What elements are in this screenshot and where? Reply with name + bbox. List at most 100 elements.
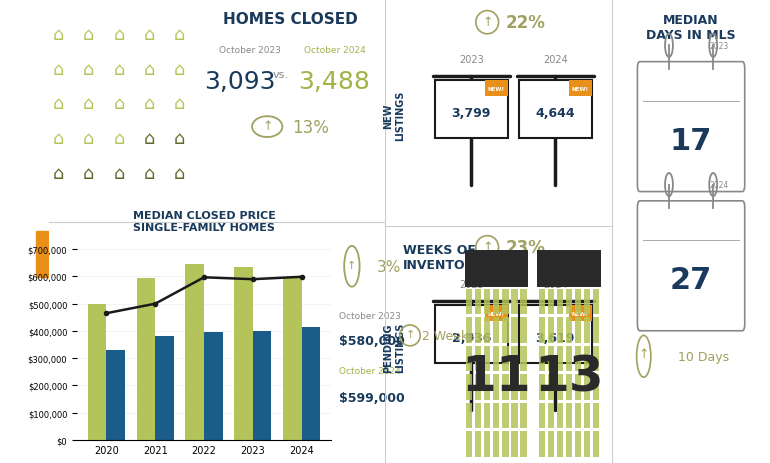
Text: 17: 17	[670, 127, 712, 156]
FancyBboxPatch shape	[547, 318, 554, 343]
FancyBboxPatch shape	[521, 403, 527, 429]
FancyBboxPatch shape	[538, 432, 545, 457]
Text: ⌂: ⌂	[144, 61, 155, 78]
FancyBboxPatch shape	[484, 403, 490, 429]
Text: OCTOBER 2023: OCTOBER 2023	[470, 266, 523, 271]
Text: ⌂: ⌂	[113, 130, 125, 148]
FancyBboxPatch shape	[484, 346, 490, 371]
FancyBboxPatch shape	[484, 318, 490, 343]
FancyBboxPatch shape	[521, 289, 527, 315]
Text: 3%: 3%	[377, 259, 401, 274]
Text: ⌂: ⌂	[53, 165, 64, 182]
FancyBboxPatch shape	[566, 289, 572, 315]
Bar	[186, 265, 204, 440]
FancyBboxPatch shape	[521, 346, 527, 371]
Text: ⌂: ⌂	[83, 130, 95, 148]
Text: ↑: ↑	[482, 240, 493, 253]
Text: ↑: ↑	[405, 330, 415, 339]
Text: E: E	[19, 216, 29, 230]
FancyBboxPatch shape	[485, 81, 507, 97]
Text: 3,619: 3,619	[536, 331, 575, 344]
Text: ⌂: ⌂	[53, 26, 64, 44]
Text: PENDING
LISTINGS: PENDING LISTINGS	[383, 322, 405, 372]
Text: ⌂: ⌂	[174, 61, 186, 78]
FancyBboxPatch shape	[484, 374, 490, 400]
FancyBboxPatch shape	[557, 318, 563, 343]
Bar	[136, 278, 156, 440]
Bar	[106, 350, 125, 440]
FancyBboxPatch shape	[521, 432, 527, 457]
Bar	[234, 267, 253, 440]
Text: NEW!: NEW!	[572, 311, 589, 316]
FancyBboxPatch shape	[493, 289, 500, 315]
FancyBboxPatch shape	[466, 289, 472, 315]
FancyBboxPatch shape	[584, 289, 591, 315]
FancyBboxPatch shape	[493, 318, 500, 343]
FancyBboxPatch shape	[557, 374, 563, 400]
FancyBboxPatch shape	[466, 403, 472, 429]
Text: ⌂: ⌂	[113, 61, 125, 78]
FancyBboxPatch shape	[502, 403, 508, 429]
Text: 22%: 22%	[506, 14, 546, 32]
Text: $599,000: $599,000	[339, 391, 404, 404]
Text: ↑: ↑	[638, 348, 649, 361]
FancyBboxPatch shape	[435, 306, 507, 363]
FancyBboxPatch shape	[511, 403, 517, 429]
FancyBboxPatch shape	[584, 403, 591, 429]
FancyBboxPatch shape	[475, 432, 481, 457]
Text: ↑: ↑	[262, 119, 273, 133]
Text: O: O	[18, 35, 30, 49]
FancyBboxPatch shape	[566, 346, 572, 371]
FancyBboxPatch shape	[466, 432, 472, 457]
FancyBboxPatch shape	[466, 346, 472, 371]
Text: October 2024: October 2024	[303, 46, 366, 55]
FancyBboxPatch shape	[584, 346, 591, 371]
FancyBboxPatch shape	[466, 318, 472, 343]
FancyBboxPatch shape	[575, 403, 581, 429]
Text: MEDIAN
DAYS IN MLS: MEDIAN DAYS IN MLS	[646, 14, 736, 42]
Text: ⌂: ⌂	[144, 130, 155, 148]
Text: ⌂: ⌂	[174, 130, 186, 148]
FancyBboxPatch shape	[593, 318, 599, 343]
FancyBboxPatch shape	[593, 374, 599, 400]
FancyBboxPatch shape	[435, 81, 507, 139]
FancyBboxPatch shape	[575, 346, 581, 371]
FancyBboxPatch shape	[575, 374, 581, 400]
Bar	[253, 331, 272, 440]
FancyBboxPatch shape	[557, 403, 563, 429]
Text: NEW!: NEW!	[488, 311, 505, 316]
Text: B: B	[19, 180, 29, 194]
FancyBboxPatch shape	[485, 306, 507, 322]
Text: ⌂: ⌂	[144, 26, 155, 44]
FancyBboxPatch shape	[547, 432, 554, 457]
FancyBboxPatch shape	[575, 318, 581, 343]
Text: 2 Weeks: 2 Weeks	[422, 329, 475, 342]
FancyBboxPatch shape	[502, 346, 508, 371]
Title: MEDIAN CLOSED PRICE
SINGLE-FAMILY HOMES: MEDIAN CLOSED PRICE SINGLE-FAMILY HOMES	[132, 211, 276, 232]
FancyBboxPatch shape	[493, 432, 500, 457]
FancyBboxPatch shape	[475, 374, 481, 400]
Text: 3,488: 3,488	[299, 69, 370, 94]
FancyBboxPatch shape	[475, 403, 481, 429]
Text: ⌂: ⌂	[83, 61, 95, 78]
Text: 2023: 2023	[459, 279, 484, 289]
Text: 2,936: 2,936	[452, 331, 491, 344]
FancyBboxPatch shape	[511, 346, 517, 371]
FancyBboxPatch shape	[521, 374, 527, 400]
Text: ⌂: ⌂	[144, 165, 155, 182]
Text: C: C	[19, 71, 29, 85]
Text: 11: 11	[461, 352, 531, 400]
Text: NEW!: NEW!	[572, 87, 589, 92]
Text: ↑: ↑	[482, 15, 493, 29]
FancyBboxPatch shape	[638, 63, 745, 192]
Text: R: R	[19, 252, 29, 266]
FancyBboxPatch shape	[475, 318, 481, 343]
FancyBboxPatch shape	[593, 289, 599, 315]
Text: ⌂: ⌂	[174, 165, 186, 182]
FancyBboxPatch shape	[502, 318, 508, 343]
Text: NEW
LISTINGS: NEW LISTINGS	[383, 91, 405, 141]
FancyBboxPatch shape	[575, 289, 581, 315]
FancyBboxPatch shape	[511, 289, 517, 315]
FancyBboxPatch shape	[538, 318, 545, 343]
Bar	[36, 232, 49, 278]
